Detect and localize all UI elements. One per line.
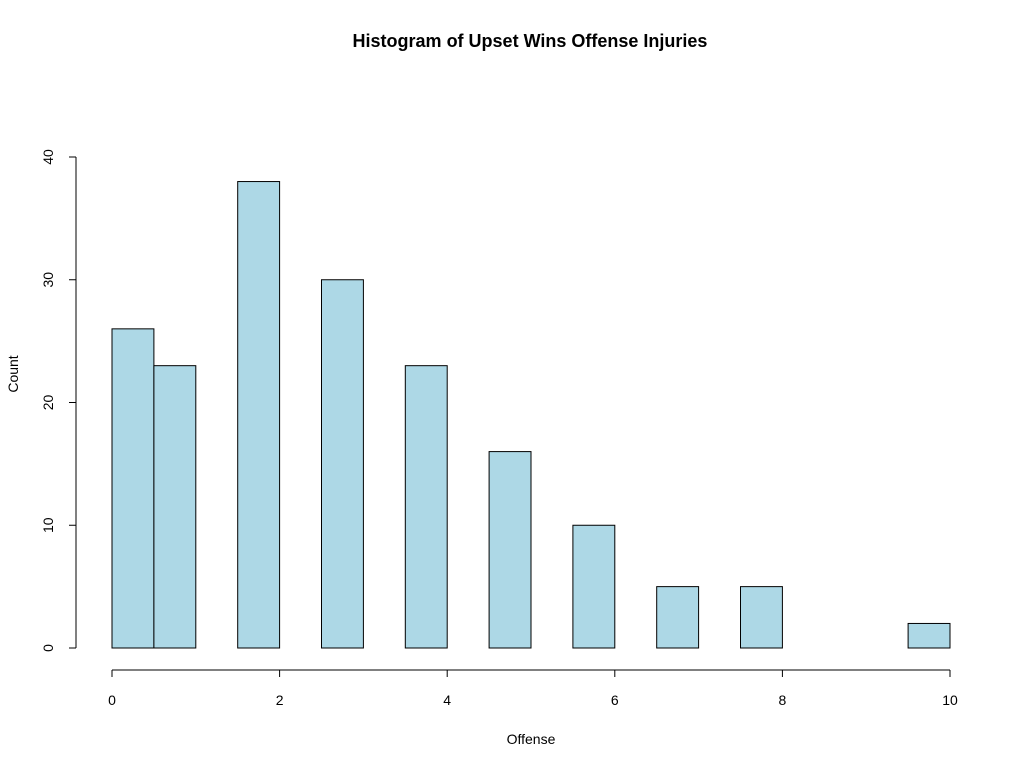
histogram-bar (572, 524, 616, 649)
histogram-bar (404, 365, 448, 649)
histogram-bar (488, 451, 532, 649)
y-tick-label: 20 (40, 395, 56, 411)
bars-group (111, 181, 951, 649)
x-axis-label: Offense (507, 731, 556, 747)
y-axis-label: Count (5, 355, 21, 392)
histogram-bar (907, 622, 951, 649)
y-tick-label: 0 (40, 644, 56, 652)
x-tick-label: 0 (108, 692, 116, 708)
x-tick-label: 8 (779, 692, 787, 708)
histogram-bar (740, 586, 783, 649)
y-tick-label: 30 (40, 272, 56, 288)
histogram-bar (237, 181, 281, 649)
histogram-bar (111, 328, 155, 649)
y-tick-label: 10 (40, 517, 56, 533)
y-axis: 0 10 20 30 40 (40, 149, 77, 652)
x-tick-label: 10 (942, 692, 958, 708)
x-tick-label: 6 (611, 692, 619, 708)
x-axis: 0 2 4 6 8 10 (108, 669, 958, 708)
histogram-bar (153, 365, 197, 649)
x-tick-label: 2 (276, 692, 284, 708)
histogram-bar (656, 586, 700, 649)
histogram-bar (321, 279, 364, 649)
chart-title: Histogram of Upset Wins Offense Injuries (353, 31, 708, 51)
y-tick-label: 40 (40, 149, 56, 165)
x-tick-label: 4 (443, 692, 451, 708)
